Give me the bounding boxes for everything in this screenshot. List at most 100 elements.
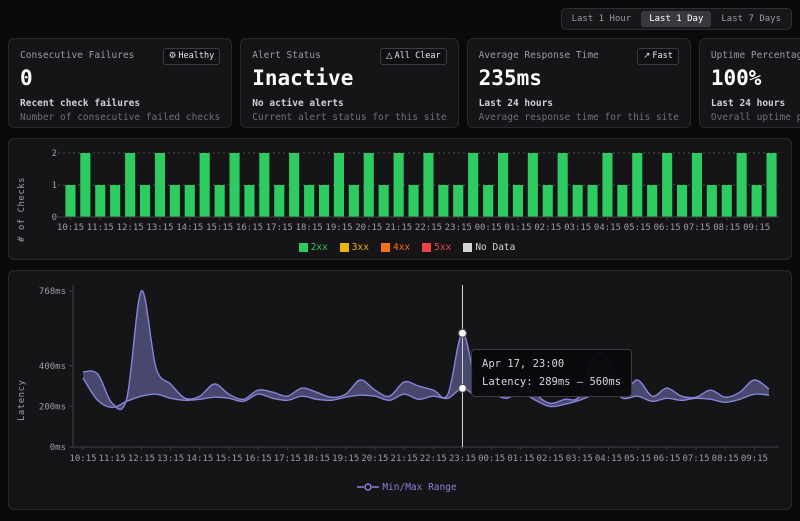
legend-swatch [422,243,431,252]
checks-bar[interactable] [170,185,180,217]
stat-cards-row: Consecutive Failures ⚙Healthy 0 Recent c… [8,38,792,128]
svg-text:03:15: 03:15 [566,454,593,464]
badge-label: Healthy [178,51,214,61]
svg-text:12:15: 12:15 [128,454,155,464]
checks-bar[interactable] [558,153,568,217]
line-legend-icon [357,482,379,492]
svg-text:09:15: 09:15 [741,454,768,464]
card-subtitle: Recent check failures [20,98,220,109]
checks-bar[interactable] [349,185,359,217]
checks-bar[interactable] [230,153,240,217]
checks-bar[interactable] [215,185,225,217]
checks-bar[interactable] [752,185,762,217]
svg-text:21:15: 21:15 [391,454,418,464]
checks-bar[interactable] [423,153,433,217]
checks-bar[interactable] [438,185,448,217]
time-range-button-1-hour[interactable]: Last 1 Hour [564,11,640,27]
svg-text:16:15: 16:15 [245,454,272,464]
svg-text:23:15: 23:15 [449,454,476,464]
time-range-button-7-days[interactable]: Last 7 Days [713,11,789,27]
svg-text:0ms: 0ms [50,443,66,453]
gear-icon: ⚙ [169,51,177,61]
checks-bar[interactable] [200,153,210,217]
checks-bar[interactable] [513,185,523,217]
checks-bar[interactable] [125,153,135,217]
stat-card-consecutive-failures: Consecutive Failures ⚙Healthy 0 Recent c… [8,38,232,128]
svg-text:07:15: 07:15 [683,223,710,233]
checks-bar[interactable] [185,185,195,217]
checks-bar[interactable] [647,185,657,217]
card-title: Uptime Percentage [711,48,800,61]
checks-bar[interactable] [498,153,508,217]
checks-bar[interactable] [602,153,612,217]
card-description: Average response time for this site [479,112,679,123]
svg-text:2: 2 [52,149,57,159]
checks-bar[interactable] [110,185,120,217]
stat-card-alert-status: Alert Status △All Clear Inactive No acti… [240,38,458,128]
svg-text:11:15: 11:15 [99,454,126,464]
checks-bar[interactable] [244,185,254,217]
checks-bar[interactable] [409,185,419,217]
svg-text:19:15: 19:15 [332,454,359,464]
svg-text:18:15: 18:15 [296,223,323,233]
checks-bar[interactable] [304,185,314,217]
checks-bar[interactable] [543,185,553,217]
legend-item-4xx: 4xx [381,242,410,253]
checks-bar[interactable] [722,185,732,217]
svg-text:01:15: 01:15 [507,454,534,464]
dashboard-page: Last 1 Hour Last 1 Day Last 7 Days Conse… [0,0,800,518]
checks-bar[interactable] [95,185,105,217]
checks-bar[interactable] [468,153,478,217]
checks-bar[interactable] [692,153,702,217]
checks-bar[interactable] [80,153,90,217]
svg-text:14:15: 14:15 [176,223,203,233]
checks-bar[interactable] [528,153,538,217]
checks-bar[interactable] [573,185,583,217]
checks-bar[interactable] [394,153,404,217]
svg-text:08:15: 08:15 [712,454,739,464]
legend-swatch [299,243,308,252]
checks-bar[interactable] [632,153,642,217]
card-description: Number of consecutive failed checks [20,112,220,123]
latency-line-chart[interactable]: 0ms200ms400ms768ms10:1511:1512:1513:1514… [29,277,785,479]
checks-bar[interactable] [737,153,747,217]
card-title: Alert Status [252,48,321,61]
time-range-button-1-day[interactable]: Last 1 Day [641,11,711,27]
checks-bar[interactable] [588,185,598,217]
stat-card-uptime-percentage: Uptime Percentage ◎On Target 100% Last 2… [699,38,800,128]
legend-label: 3xx [352,242,369,253]
checks-bar[interactable] [319,185,329,217]
checks-bar[interactable] [617,185,627,217]
checks-bar-chart[interactable]: 01210:1511:1512:1513:1514:1515:1516:1517… [29,145,785,239]
svg-text:00:15: 00:15 [475,223,502,233]
checks-bar[interactable] [453,185,463,217]
svg-text:20:15: 20:15 [361,454,388,464]
card-value: 235ms [479,68,679,89]
svg-text:13:15: 13:15 [146,223,173,233]
svg-text:10:15: 10:15 [57,223,84,233]
checks-bar[interactable] [707,185,717,217]
svg-text:13:15: 13:15 [157,454,184,464]
svg-text:05:15: 05:15 [624,454,651,464]
legend-item-no-data: No Data [463,242,515,253]
latency-y-axis-label: Latency [15,277,29,505]
svg-text:01:15: 01:15 [504,223,531,233]
checks-bar[interactable] [65,185,75,217]
legend-item-2xx: 2xx [299,242,328,253]
checks-bar[interactable] [379,185,389,217]
legend-swatch [463,243,472,252]
checks-bar[interactable] [662,153,672,217]
checks-bar[interactable] [767,153,777,217]
legend-label: 4xx [393,242,410,253]
checks-bar[interactable] [274,185,284,217]
checks-bar[interactable] [289,153,299,217]
checks-bar[interactable] [140,185,150,217]
svg-text:06:15: 06:15 [653,454,680,464]
checks-bar[interactable] [677,185,687,217]
checks-bar[interactable] [483,185,493,217]
checks-bar[interactable] [334,153,344,217]
checks-bar[interactable] [259,153,269,217]
checks-bar[interactable] [364,153,374,217]
checks-bar[interactable] [155,153,165,217]
badge-label: All Clear [395,51,441,61]
